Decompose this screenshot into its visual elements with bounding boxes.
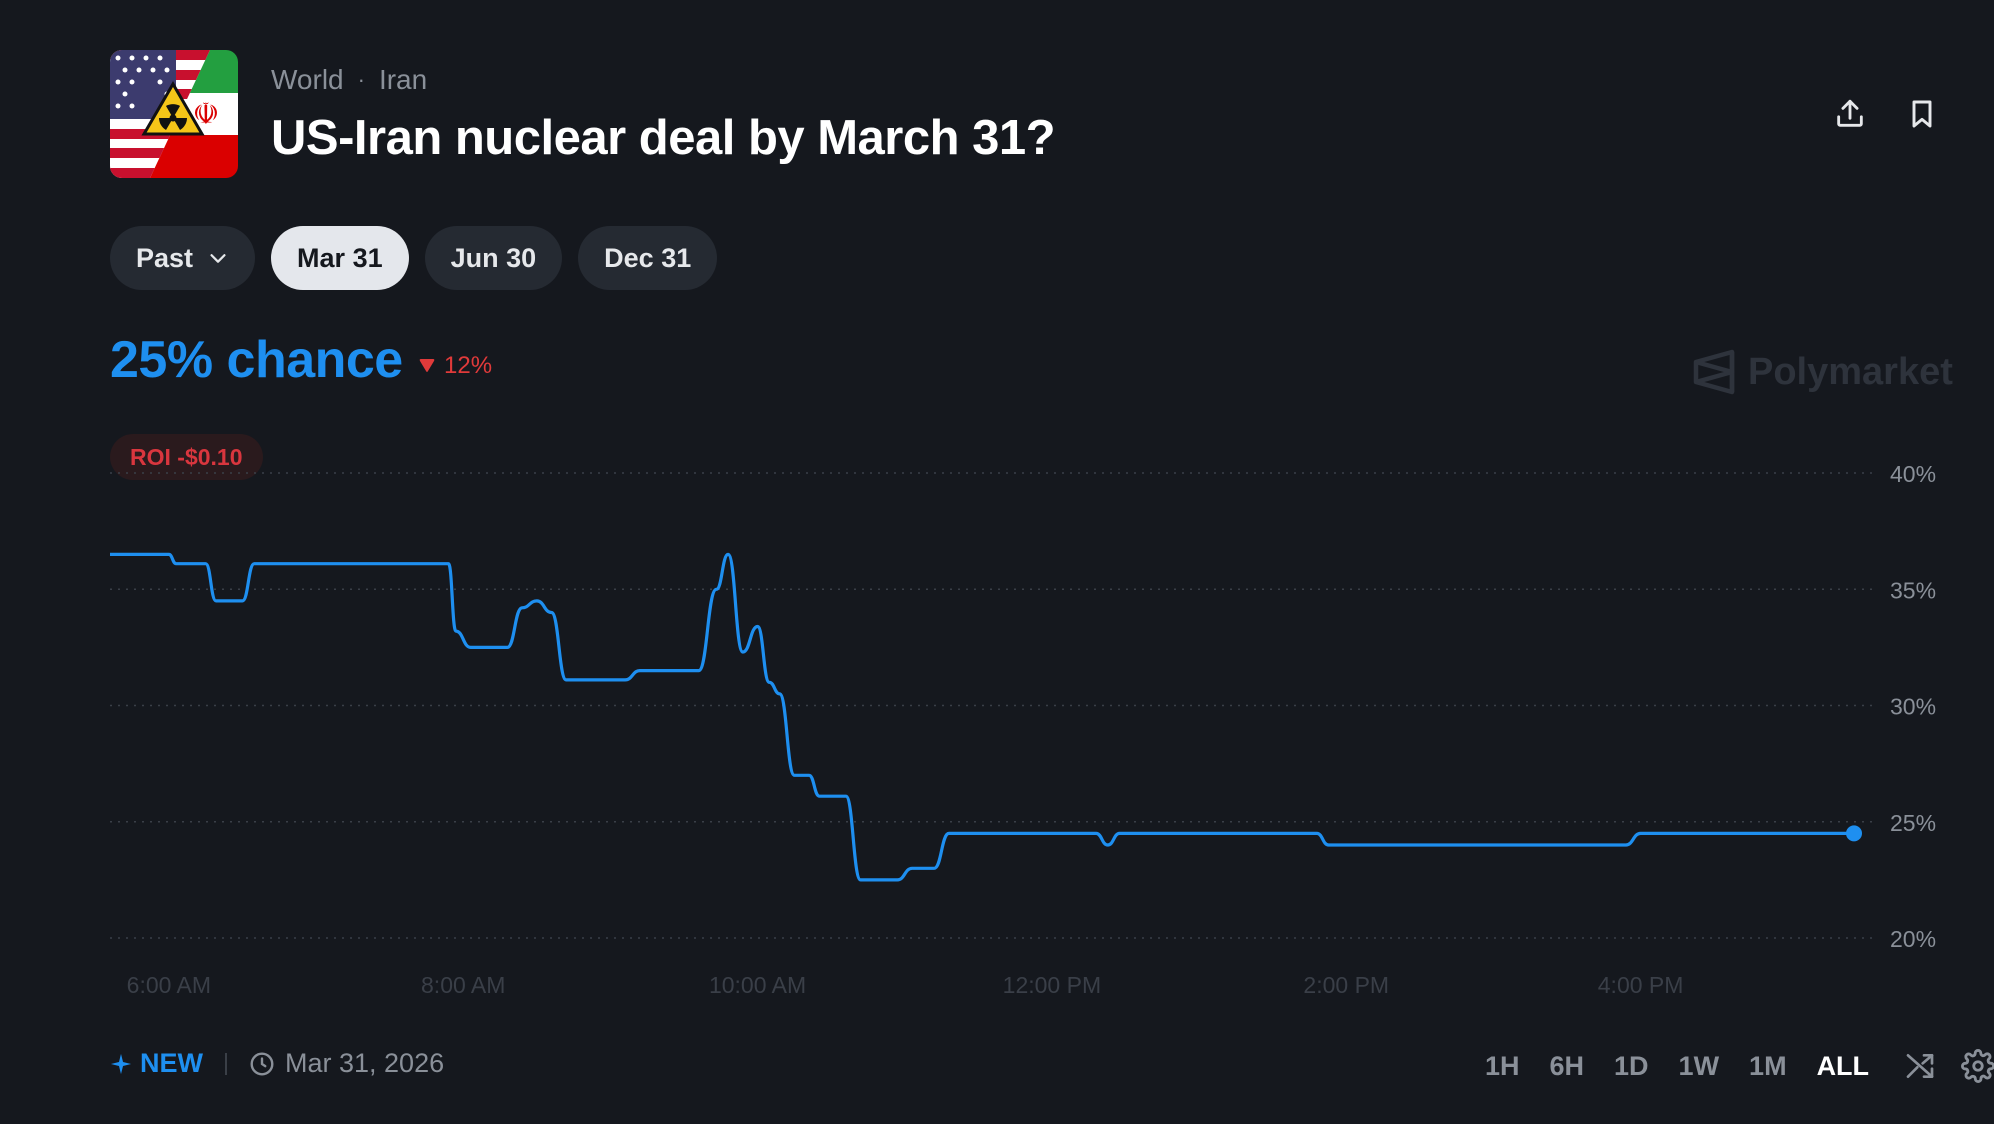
bookmark-icon [1912,100,1932,128]
tab-label: Mar 31 [297,242,383,273]
shuffle-button[interactable] [1898,1044,1942,1088]
watermark-text: Polymarket [1748,350,1953,393]
x-axis-labels: 6:00 AM 8:00 AM 10:00 AM 12:00 PM 2:00 PM 4:0… [127,972,1684,998]
series-endpoint [1846,825,1862,842]
tab-label: Jun 30 [450,242,537,273]
tab-label: Dec 31 [604,242,692,273]
range-6h[interactable]: 6H [1549,1051,1585,1081]
y-tick-label: 20% [1890,926,1936,952]
new-label: NEW [140,1048,203,1078]
share-icon [1837,99,1863,127]
share-button[interactable] [1828,92,1872,136]
y-tick-label: 25% [1890,810,1936,836]
delta-value: 12% [444,352,493,379]
triangle-down-icon [419,359,435,372]
date-tabs: Past Mar 31 Jun 30 Dec 31 [110,226,718,290]
market-title: US-Iran nuclear deal by March 31? [271,111,1056,165]
range-all[interactable]: ALL [1816,1051,1870,1081]
tab-dec-31[interactable]: Dec 31 [578,226,718,290]
settings-button[interactable] [1956,1044,1994,1088]
shuffle-icon [1906,1054,1934,1078]
y-tick-label: 40% [1890,461,1936,487]
y-tick-label: 35% [1890,577,1936,603]
market-image: ☫ [110,50,238,178]
breadcrumb: World · Iran [271,64,427,96]
divider [225,1052,227,1075]
bookmark-button[interactable] [1900,92,1944,136]
chance-delta: 12% [418,352,492,380]
x-tick-label: 4:00 PM [1598,972,1684,998]
x-tick-label: 12:00 PM [1003,972,1101,998]
y-axis-labels: 40% 35% 30% 25% 20% [1890,461,1936,952]
new-badge: NEW [110,1048,203,1079]
range-1d[interactable]: 1D [1614,1051,1649,1081]
gear-icon [1961,1049,1994,1083]
end-date-text: Mar 31, 2026 [285,1048,445,1078]
roi-badge: ROI -$0.10 [110,434,263,480]
breadcrumb-category[interactable]: World [271,64,344,95]
chance-value: 25% chance [110,331,403,389]
range-1w[interactable]: 1W [1678,1051,1720,1081]
x-tick-label: 2:00 PM [1303,972,1389,998]
clock-icon [250,1052,274,1075]
x-tick-label: 6:00 AM [127,972,211,998]
range-1m[interactable]: 1M [1749,1051,1787,1081]
y-tick-label: 30% [1890,694,1936,720]
chevron-down-icon [207,247,229,269]
range-1h[interactable]: 1H [1485,1051,1520,1081]
x-tick-label: 10:00 AM [709,972,806,998]
breadcrumb-separator: · [357,67,365,92]
chart-series [110,552,1862,882]
tab-mar-31[interactable]: Mar 31 [271,226,409,290]
x-tick-label: 8:00 AM [421,972,505,998]
time-range-selector: 1H 6H 1D 1W 1M ALL [1470,1044,1994,1088]
chart-grid [110,472,1872,939]
sparkle-icon [110,1053,132,1074]
series-line [110,552,1854,882]
tab-jun-30[interactable]: Jun 30 [424,226,563,290]
tab-label: Past [136,242,194,273]
polymarket-watermark: Polymarket [1692,348,1953,396]
end-date: Mar 31, 2026 [249,1048,444,1079]
breadcrumb-subcategory[interactable]: Iran [378,64,428,95]
polymarket-logo-icon [1693,349,1735,395]
us-iran-flag-icon: ☫ [110,50,238,178]
tab-past[interactable]: Past [110,226,256,290]
footer-info: NEW Mar 31, 2026 [110,1048,444,1079]
